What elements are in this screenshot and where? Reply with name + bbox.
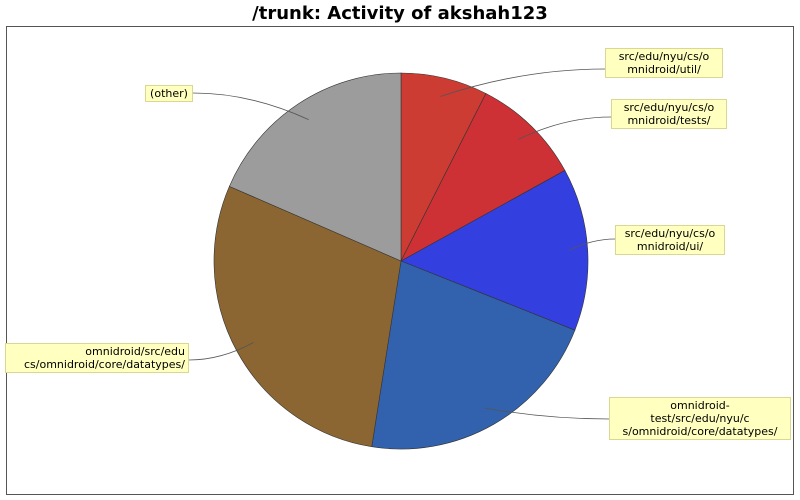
pie-slice	[228, 72, 402, 262]
pie-slice	[371, 260, 576, 450]
slice-label: (other)	[145, 85, 193, 102]
pie-chart	[188, 68, 616, 450]
label-leader-line	[568, 238, 616, 251]
label-leader-line	[188, 342, 254, 361]
chart-title: /trunk: Activity of akshah123	[252, 3, 548, 24]
slice-label-line: s/omnidroid/core/datatypes/	[622, 425, 778, 438]
slice-label: src/edu/nyu/cs/o mnidroid/ui/	[615, 225, 725, 255]
slice-label-line: src/edu/nyu/cs/o	[618, 50, 710, 63]
label-leader-line	[517, 116, 612, 140]
slice-label-line: omnidroid/src/edu	[85, 345, 185, 358]
pie-slice	[400, 93, 566, 262]
label-leader-line	[192, 92, 309, 120]
slice-label-line: cs/omnidroid/core/datatypes/	[23, 358, 185, 371]
slice-label-line: mnidroid/tests/	[627, 114, 711, 127]
slice-label: omnidroid-test/src/edu/nyu/c s/omnidroid/…	[609, 397, 791, 440]
slice-label-line: src/edu/nyu/cs/o	[623, 101, 715, 114]
slice-label: omnidroid/src/edu cs/omnidroid/core/datat…	[5, 343, 189, 373]
slice-label: src/edu/nyu/cs/o mnidroid/util/	[605, 48, 723, 78]
label-leader-line	[440, 68, 606, 97]
slice-label: src/edu/nyu/cs/o mnidroid/tests/	[611, 99, 727, 129]
slice-label-line: mnidroid/ui/	[636, 240, 704, 253]
slice-label-line: mnidroid/util/	[627, 63, 701, 76]
pie-slice	[400, 170, 589, 331]
plot-area: src/edu/nyu/cs/o mnidroid/util/src/edu/ny…	[5, 26, 794, 495]
slice-label-line: test/src/edu/nyu/c	[650, 412, 750, 425]
label-leader-line	[484, 407, 610, 420]
slice-label-line: (other)	[150, 87, 188, 100]
slice-label-line: omnidroid-	[670, 399, 730, 412]
slice-label-line: src/edu/nyu/cs/o	[624, 227, 716, 240]
pie-slice	[213, 185, 402, 448]
